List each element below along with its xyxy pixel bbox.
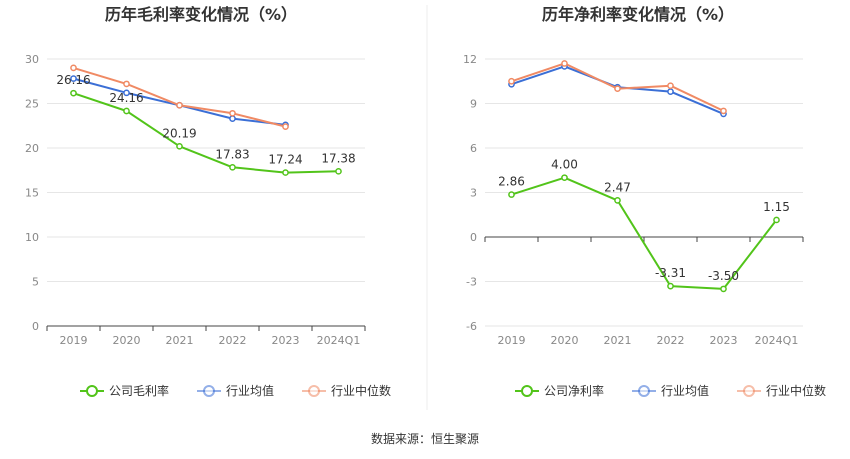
series-point-2 xyxy=(667,88,674,95)
series-point-2 xyxy=(123,89,130,97)
legend-item-1: 公司净利率 xyxy=(515,383,604,398)
data-label: 17.83 xyxy=(215,147,249,161)
series-point-1 xyxy=(773,216,780,224)
y-tick-label: 9 xyxy=(470,98,477,111)
series-point-1 xyxy=(561,174,568,182)
x-tick-label: 2021 xyxy=(604,334,632,347)
legend-swatch-marker xyxy=(308,385,320,397)
series-point-1 xyxy=(282,169,289,176)
y-tick-label: 6 xyxy=(470,142,477,155)
series-point-3 xyxy=(229,109,236,117)
data-label: 24.16 xyxy=(109,91,143,105)
series-point-1 xyxy=(335,167,342,175)
x-tick-label: 2023 xyxy=(272,334,300,347)
y-tick-label: 0 xyxy=(470,231,477,244)
data-label: 17.24 xyxy=(268,153,302,167)
legend-item-1: 公司毛利率 xyxy=(80,383,169,398)
series-point-3 xyxy=(667,82,674,90)
series-line-1 xyxy=(73,92,339,174)
source-note: 数据来源：恒生聚源 xyxy=(370,432,479,446)
series-point-1 xyxy=(667,282,674,290)
chart-1: 历年毛利率变化情况（%） 0 5 10 15 20 25 30 2019 2020 2021 2022… xyxy=(25,5,391,398)
series-point-3 xyxy=(561,60,568,67)
y-tick-label: 5 xyxy=(32,276,39,289)
series-line-3 xyxy=(73,66,286,128)
legend-swatch-marker xyxy=(743,385,755,397)
x-tick-label: 2022 xyxy=(657,334,685,347)
series-point-2 xyxy=(70,75,77,82)
x-tick-label: 2024Q1 xyxy=(755,334,799,347)
series-point-1 xyxy=(229,163,236,171)
x-tick-label: 2024Q1 xyxy=(317,334,361,347)
data-label: 1.15 xyxy=(763,200,790,214)
series-point-3 xyxy=(282,123,289,130)
data-label: 20.19 xyxy=(162,126,196,140)
legend-item-3: 行业中位数 xyxy=(302,383,391,398)
y-tick-label: 10 xyxy=(25,231,39,244)
legend-item-2: 行业均值 xyxy=(197,383,274,398)
data-label: 26.16 xyxy=(56,73,90,87)
chart-2: 历年净利率变化情况（%） -6 -3 0 3 6 9 12 2019 2020 2021 2022 20… xyxy=(463,5,826,398)
chart-title: 历年净利率变化情况（%） xyxy=(542,5,734,24)
y-tick-label: 25 xyxy=(25,98,39,111)
data-label: -3.50 xyxy=(708,269,739,283)
legend-label: 行业均值 xyxy=(661,383,709,398)
x-tick-label: 2020 xyxy=(113,334,141,347)
series-point-3 xyxy=(70,64,77,72)
data-label: 2.47 xyxy=(604,180,631,194)
series-point-3 xyxy=(720,107,727,115)
legend-label: 行业中位数 xyxy=(766,383,826,398)
series-point-1 xyxy=(508,191,515,198)
y-tick-label: 3 xyxy=(470,187,477,200)
y-tick-label: 15 xyxy=(25,187,39,200)
series-point-3 xyxy=(176,101,183,109)
legend-item-3: 行业中位数 xyxy=(737,383,826,398)
series-point-3 xyxy=(614,85,621,93)
legend-label: 行业中位数 xyxy=(331,383,391,398)
series-point-2 xyxy=(229,115,236,122)
series-point-1 xyxy=(720,285,727,293)
y-tick-label: 30 xyxy=(25,53,39,66)
x-tick-label: 2019 xyxy=(498,334,526,347)
legend-label: 行业均值 xyxy=(226,383,274,398)
chart-title: 历年毛利率变化情况（%） xyxy=(105,5,297,24)
data-label: 2.86 xyxy=(498,175,525,189)
series-point-1 xyxy=(614,197,621,204)
y-tick-label: 0 xyxy=(32,320,39,333)
series-point-1 xyxy=(123,107,130,115)
legend-swatch-marker xyxy=(86,385,98,397)
y-tick-label: 20 xyxy=(25,142,39,155)
x-tick-label: 2022 xyxy=(219,334,247,347)
x-tick-label: 2020 xyxy=(551,334,579,347)
series-point-3 xyxy=(123,80,130,88)
legend-item-2: 行业均值 xyxy=(632,383,709,398)
series-line-1 xyxy=(511,176,778,290)
x-tick-label: 2023 xyxy=(710,334,738,347)
x-tick-label: 2019 xyxy=(60,334,88,347)
data-label: 4.00 xyxy=(551,158,578,172)
y-tick-label: -6 xyxy=(466,320,477,333)
series-point-3 xyxy=(508,77,515,85)
legend-swatch-marker xyxy=(203,385,215,397)
legend-swatch-marker xyxy=(521,385,533,397)
series-point-1 xyxy=(70,89,77,97)
legend-label: 公司毛利率 xyxy=(109,383,169,398)
series-point-1 xyxy=(176,142,183,150)
legend-swatch-marker xyxy=(638,385,650,397)
x-tick-label: 2021 xyxy=(166,334,194,347)
legend-label: 公司净利率 xyxy=(544,383,604,398)
data-label: 17.38 xyxy=(321,151,355,165)
y-tick-label: -3 xyxy=(466,276,477,289)
y-tick-label: 12 xyxy=(463,53,477,66)
data-label: -3.31 xyxy=(655,266,686,280)
